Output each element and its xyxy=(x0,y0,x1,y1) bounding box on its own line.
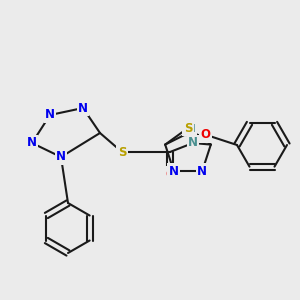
Text: O: O xyxy=(200,128,210,141)
Text: N: N xyxy=(78,101,88,115)
Text: N: N xyxy=(56,151,66,164)
Text: N: N xyxy=(188,136,198,149)
Text: H: H xyxy=(187,124,195,134)
Text: N: N xyxy=(45,109,55,122)
Text: N: N xyxy=(197,165,207,178)
Text: O: O xyxy=(165,167,175,181)
Text: S: S xyxy=(184,122,192,134)
Text: N: N xyxy=(27,136,37,149)
Text: N: N xyxy=(169,165,179,178)
Text: S: S xyxy=(118,146,126,158)
